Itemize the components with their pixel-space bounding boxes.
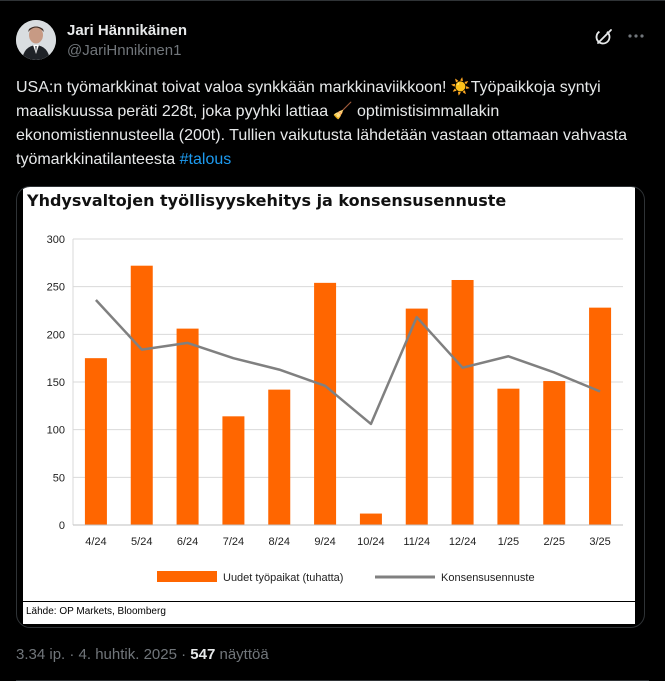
x-tick-label: 1/25 [498, 536, 519, 548]
y-tick-label: 300 [47, 234, 65, 246]
x-tick-label: 11/24 [403, 536, 430, 548]
chart-source: Lähde: OP Markets, Bloomberg [26, 606, 166, 617]
top-divider [0, 0, 665, 1]
y-tick-label: 250 [47, 282, 65, 294]
tweet-meta: 3.34 ip. · 4. huhtik. 2025 · 547 näyttöä [16, 646, 269, 663]
view-label: näyttöä [215, 646, 269, 663]
bar [84, 358, 107, 525]
legend-swatch-bars [157, 571, 217, 582]
avatar-portrait-icon [16, 20, 56, 60]
x-tick-label: 6/24 [177, 536, 198, 548]
bar [176, 328, 199, 525]
bar [589, 307, 612, 525]
y-tick-label: 100 [47, 425, 65, 437]
bar [222, 416, 245, 525]
y-tick-label: 150 [47, 377, 65, 389]
x-tick-label: 9/24 [314, 536, 335, 548]
source-divider [23, 601, 635, 602]
x-tick-label: 8/24 [269, 536, 290, 548]
x-tick-label: 3/25 [589, 536, 610, 548]
x-tick-label: 2/25 [544, 536, 565, 548]
bar [314, 282, 337, 525]
sun-emoji-icon: ☀️ [450, 79, 471, 96]
avatar[interactable] [16, 20, 56, 60]
author-handle[interactable]: @JariHnnikinen1 [67, 42, 182, 59]
bar [543, 381, 566, 525]
bar [268, 389, 291, 525]
grok-icon[interactable] [594, 26, 614, 46]
x-tick-label: 7/24 [223, 536, 244, 548]
view-count: 547 [190, 646, 216, 663]
hashtag-link[interactable]: #talous [179, 151, 232, 168]
tweet-text: USA:n työmarkkinat toivat valoa synkkään… [16, 76, 646, 172]
chart-image-card[interactable]: Yhdysvaltojen työllisyyskehitys ja konse… [16, 186, 645, 628]
y-tick-label: 200 [47, 329, 65, 341]
tweet-text-part-2: Työpaikkoja syntyi maaliskuussa peräti 2… [16, 79, 601, 120]
x-tick-label: 4/24 [85, 536, 106, 548]
tweet-timestamp[interactable]: 3.34 ip. · 4. huhtik. 2025 · [16, 646, 191, 663]
chart-plot: 0 50 100 150 200 250 300 4/24 5/24 6/24 7/24 8/24 9/… [47, 234, 623, 584]
chart-title: Yhdysvaltojen työllisyyskehitys ja konse… [27, 191, 507, 210]
bar [497, 388, 520, 525]
y-tick-label: 0 [59, 520, 65, 532]
bar [130, 265, 153, 525]
bar [451, 279, 474, 525]
y-tick-label: 50 [53, 472, 65, 484]
tweet-text-part-1: USA:n työmarkkinat toivat valoa synkkään… [16, 79, 451, 96]
tweet-text-part-3: optimistisimmallakin ekonomistiennusteel… [16, 103, 628, 168]
chart-image: Yhdysvaltojen työllisyyskehitys ja konse… [23, 187, 635, 624]
more-options-icon[interactable] [626, 26, 646, 46]
x-tick-label: 5/24 [131, 536, 152, 548]
legend-label-line: Konsensusennuste [441, 572, 535, 584]
bar [405, 308, 428, 525]
legend-label-bars: Uudet työpaikat (tuhatta) [223, 572, 343, 584]
broom-emoji-icon: 🧹 [332, 103, 353, 120]
x-tick-label: 10/24 [357, 536, 385, 548]
bar [359, 513, 382, 525]
author-name[interactable]: Jari Hännikäinen [67, 22, 188, 39]
x-tick-label: 12/24 [449, 536, 477, 548]
consensus-line [94, 299, 601, 426]
